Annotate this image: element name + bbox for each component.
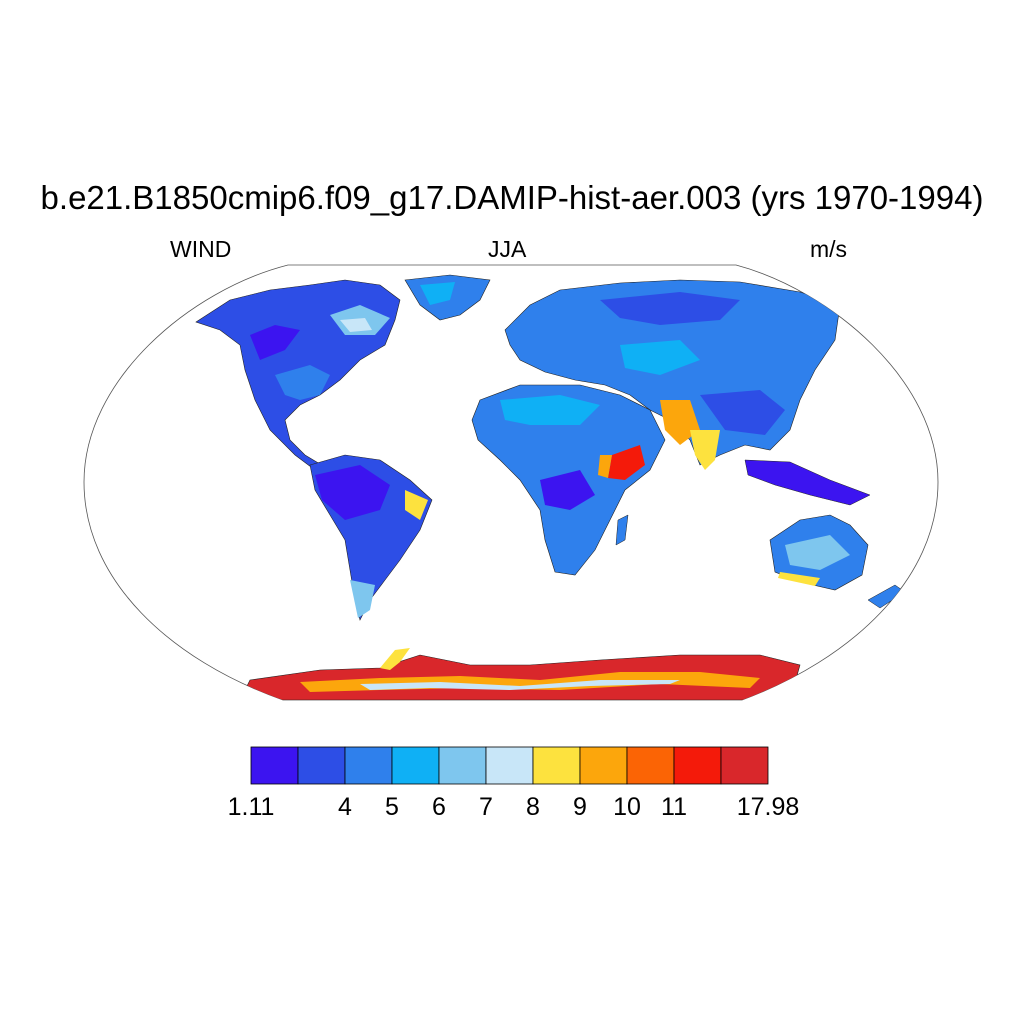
units-label: m/s <box>810 236 848 262</box>
colorbar-label: 4 <box>338 793 352 821</box>
antarctica-light-band <box>360 680 680 690</box>
colorbar-box <box>626 746 675 785</box>
plot-title: b.e21.B1850cmip6.f09_g17.DAMIP-hist-aer.… <box>40 179 984 216</box>
colorbar-box <box>391 746 440 785</box>
colorbar-box <box>485 746 534 785</box>
india <box>690 430 720 470</box>
variable-label: WIND <box>170 236 232 262</box>
colorbar-box <box>579 746 628 785</box>
colorbar-label: 10 <box>613 793 641 821</box>
colorbar-label: 7 <box>479 793 493 821</box>
great-plains <box>275 365 330 400</box>
arabian-coast <box>660 400 700 445</box>
colorbar-box <box>250 746 299 785</box>
colorbar-label: 9 <box>573 793 587 821</box>
colorbar-box <box>532 746 581 785</box>
colorbar-label: 5 <box>385 793 399 821</box>
greenland-interior <box>420 282 455 305</box>
madagascar <box>615 514 629 546</box>
brazil-east <box>405 490 428 520</box>
north-america-highs <box>250 325 300 360</box>
patagonia <box>350 580 375 618</box>
sahara <box>500 395 600 425</box>
colorbar-label: 11 <box>661 793 687 821</box>
australia-south-coast <box>778 572 820 586</box>
ethiopia-band <box>598 455 612 478</box>
indonesia <box>744 459 871 506</box>
siberia-low <box>600 292 740 325</box>
colorbar-box <box>297 746 346 785</box>
himalaya-low <box>700 390 785 435</box>
colorbar-box <box>344 746 393 785</box>
australia-interior <box>785 535 850 570</box>
colorbar-label: 1.11 <box>227 793 275 821</box>
somali-jet <box>608 445 645 480</box>
amazon <box>315 465 390 520</box>
colorbar-box <box>438 746 487 785</box>
colorbar <box>250 746 769 785</box>
colorbar-box <box>673 746 722 785</box>
colorbar-label: 6 <box>432 793 446 821</box>
colorbar-label: 17.98 <box>736 793 800 821</box>
colorbar-box <box>720 746 769 785</box>
central-asia <box>620 340 700 375</box>
congo <box>540 470 595 510</box>
hudson-bay-light <box>340 318 372 332</box>
colorbar-label: 8 <box>526 793 540 821</box>
antarctic-peninsula <box>380 648 410 670</box>
season-label: JJA <box>488 236 527 262</box>
